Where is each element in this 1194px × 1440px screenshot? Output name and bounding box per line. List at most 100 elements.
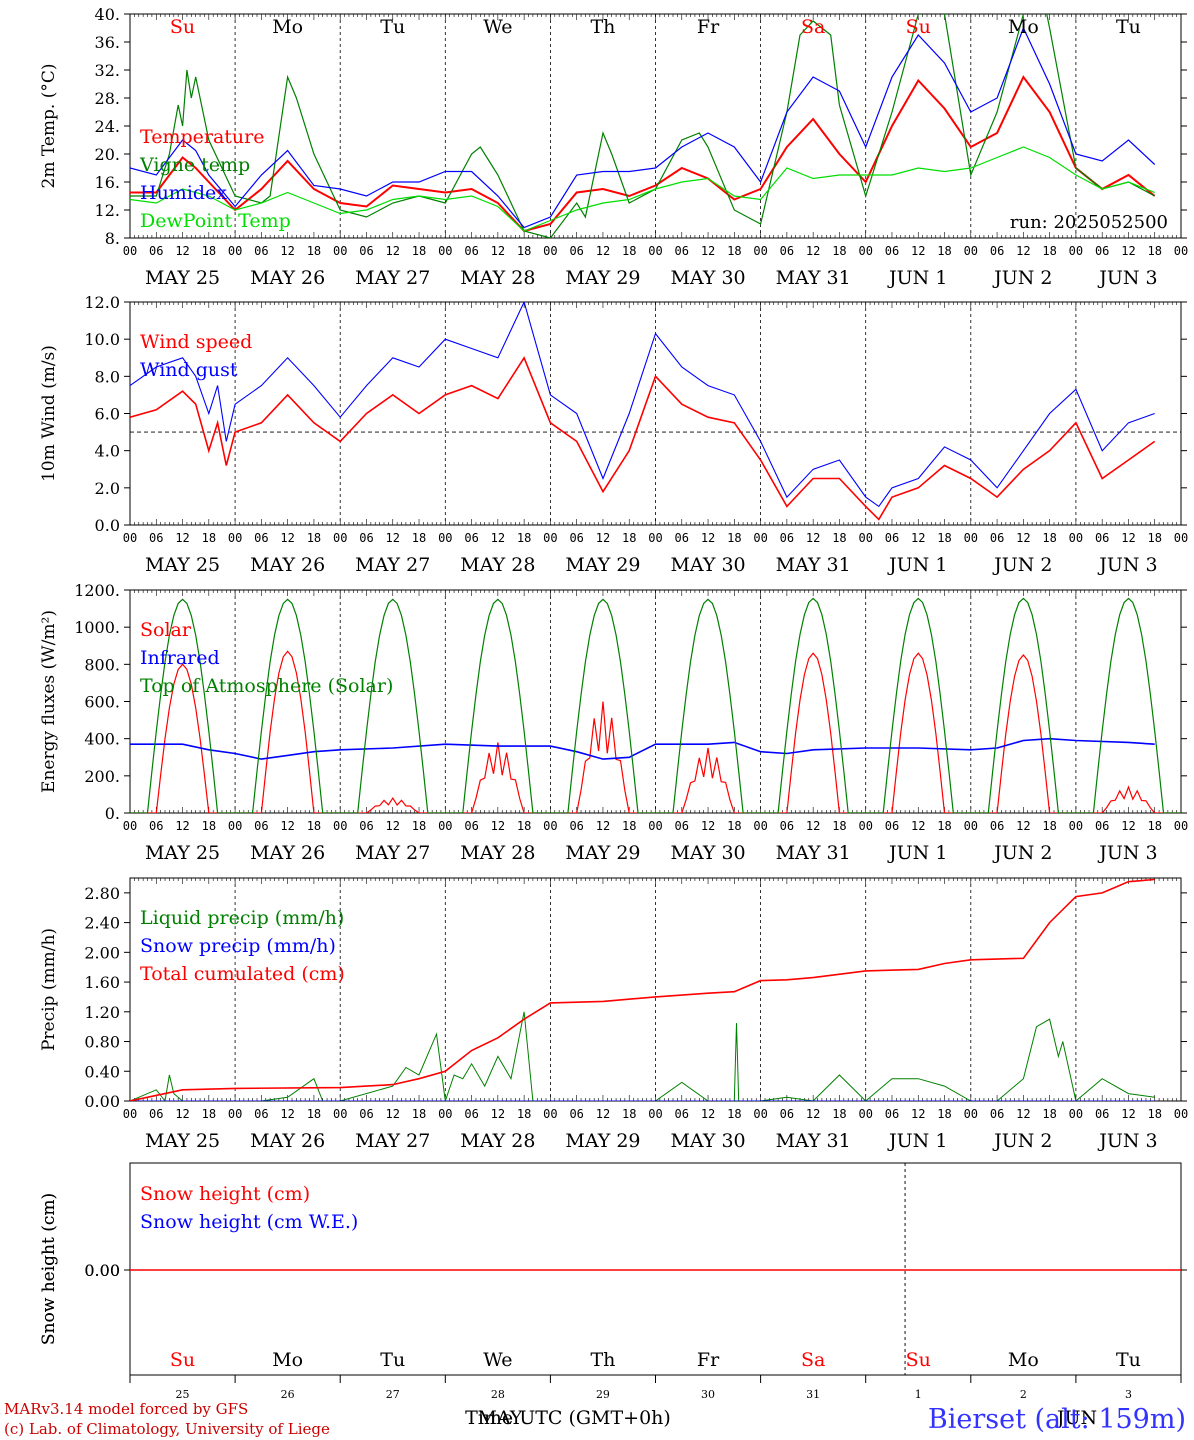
weekday-label: Fr bbox=[697, 16, 720, 38]
hour-tick-label: 06 bbox=[464, 244, 478, 258]
hour-tick-label: 00 bbox=[964, 531, 978, 545]
hour-tick-label: 00 bbox=[964, 819, 978, 833]
panel2-series-2 bbox=[130, 597, 1181, 813]
hour-tick-label: 00 bbox=[123, 819, 137, 833]
y-tick-label: 12.0 bbox=[84, 293, 120, 312]
hour-tick-label: 00 bbox=[333, 244, 347, 258]
hour-tick-label: 00 bbox=[753, 531, 767, 545]
hour-tick-label: 00 bbox=[648, 244, 662, 258]
hour-tick-label: 12 bbox=[911, 1107, 925, 1121]
hour-tick-label: 00 bbox=[1069, 531, 1083, 545]
hour-tick-label: 12 bbox=[596, 244, 610, 258]
hour-tick-label: 12 bbox=[1016, 1107, 1030, 1121]
day-label: MAY 26 bbox=[250, 554, 325, 576]
day-label: JUN 1 bbox=[887, 1130, 947, 1152]
day-label: MAY 28 bbox=[460, 1130, 535, 1152]
hour-tick-label: 18 bbox=[727, 1107, 741, 1121]
hour-tick-label: 18 bbox=[307, 244, 321, 258]
hour-tick-label: 06 bbox=[990, 819, 1004, 833]
y-axis-label: Snow height (cm) bbox=[39, 1193, 59, 1345]
day-label: JUN 3 bbox=[1097, 267, 1157, 289]
hour-tick-label: 06 bbox=[569, 819, 583, 833]
panel2-frame bbox=[129, 589, 1182, 814]
panel0-series-0 bbox=[130, 75, 1156, 233]
y-tick-label: 1000. bbox=[74, 618, 120, 637]
hour-tick-label: 18 bbox=[517, 819, 531, 833]
hour-tick-label: 12 bbox=[386, 819, 400, 833]
hour-tick-label: 06 bbox=[1095, 819, 1109, 833]
hour-tick-label: 06 bbox=[359, 1107, 373, 1121]
hour-tick-label: 00 bbox=[438, 1107, 452, 1121]
hour-tick-label: 12 bbox=[491, 1107, 505, 1121]
series-line bbox=[130, 597, 1181, 813]
hour-tick-label: 00 bbox=[228, 819, 242, 833]
weekday-label: Su bbox=[170, 1349, 195, 1371]
hour-tick-label: 18 bbox=[832, 819, 846, 833]
hour-tick-label: 06 bbox=[569, 531, 583, 545]
panel0-frame bbox=[129, 13, 1182, 239]
hour-tick-label: 00 bbox=[964, 1107, 978, 1121]
hour-tick-label: 18 bbox=[307, 531, 321, 545]
weekday-label: Su bbox=[170, 16, 195, 38]
y-axis-label: Snow height (cm) bbox=[39, 1193, 59, 1345]
hour-tick-label: 18 bbox=[1147, 819, 1161, 833]
day-label: JUN 2 bbox=[992, 267, 1052, 289]
y-tick-label: 8.0 bbox=[95, 367, 120, 386]
hour-tick-label: 00 bbox=[1174, 1107, 1188, 1121]
hour-tick-label: 00 bbox=[1069, 1107, 1083, 1121]
day-label: MAY 27 bbox=[355, 267, 430, 289]
hour-tick-label: 06 bbox=[885, 244, 899, 258]
y-tick-label: 600. bbox=[84, 693, 120, 712]
hour-tick-label: 18 bbox=[202, 531, 216, 545]
hour-tick-label: 00 bbox=[438, 531, 452, 545]
hour-tick-label: 12 bbox=[280, 531, 294, 545]
panel0-series-2 bbox=[130, 26, 1156, 229]
day-number-label: 29 bbox=[596, 1388, 610, 1401]
hour-tick-label: 00 bbox=[964, 244, 978, 258]
hour-tick-label: 06 bbox=[359, 531, 373, 545]
y-axis-label: 10m Wind (m/s) bbox=[39, 345, 59, 482]
weekday-label: Mo bbox=[1008, 16, 1039, 38]
hour-tick-label: 18 bbox=[937, 1107, 951, 1121]
legend-entry: Infrared bbox=[140, 647, 220, 669]
hour-tick-label: 12 bbox=[386, 244, 400, 258]
hour-tick-label: 06 bbox=[254, 819, 268, 833]
day-label: MAY 25 bbox=[145, 554, 220, 576]
weekday-label: Fr bbox=[697, 1349, 720, 1371]
hour-tick-label: 06 bbox=[675, 531, 689, 545]
legend-entry: Snow height (cm W.E.) bbox=[140, 1211, 358, 1233]
hour-tick-label: 18 bbox=[412, 531, 426, 545]
series-line bbox=[130, 737, 1155, 760]
hour-tick-label: 06 bbox=[149, 244, 163, 258]
weekday-label: We bbox=[483, 16, 512, 38]
y-tick-label: 0.0 bbox=[95, 516, 120, 535]
hour-tick-label: 06 bbox=[1095, 244, 1109, 258]
y-tick-label: 2.00 bbox=[84, 943, 120, 962]
panel3-series-2 bbox=[130, 878, 1155, 1101]
hour-tick-label: 18 bbox=[412, 244, 426, 258]
series-line bbox=[130, 650, 1181, 813]
hour-tick-label: 06 bbox=[254, 531, 268, 545]
weekday-label: Mo bbox=[1008, 1349, 1039, 1371]
day-label: MAY 26 bbox=[250, 267, 325, 289]
hour-tick-label: 12 bbox=[280, 244, 294, 258]
hour-tick-label: 12 bbox=[280, 1107, 294, 1121]
hour-tick-label: 12 bbox=[1016, 531, 1030, 545]
hour-tick-label: 12 bbox=[280, 819, 294, 833]
hour-tick-label: 06 bbox=[569, 244, 583, 258]
day-label: MAY 31 bbox=[776, 842, 851, 864]
y-tick-label: 16. bbox=[95, 173, 120, 192]
hour-tick-label: 18 bbox=[1147, 1107, 1161, 1121]
weekday-label: Sa bbox=[801, 16, 825, 38]
hour-tick-label: 12 bbox=[386, 1107, 400, 1121]
hour-tick-label: 18 bbox=[517, 244, 531, 258]
y-tick-label: 40. bbox=[95, 5, 120, 24]
hour-tick-label: 00 bbox=[228, 244, 242, 258]
y-tick-label: 0. bbox=[105, 804, 120, 823]
legend-entry: Liquid precip (mm/h) bbox=[140, 907, 344, 929]
hour-tick-label: 00 bbox=[123, 1107, 137, 1121]
legend-entry: Solar bbox=[140, 619, 192, 641]
hour-tick-label: 12 bbox=[1121, 531, 1135, 545]
y-tick-label: 28. bbox=[95, 89, 120, 108]
hour-tick-label: 00 bbox=[858, 244, 872, 258]
